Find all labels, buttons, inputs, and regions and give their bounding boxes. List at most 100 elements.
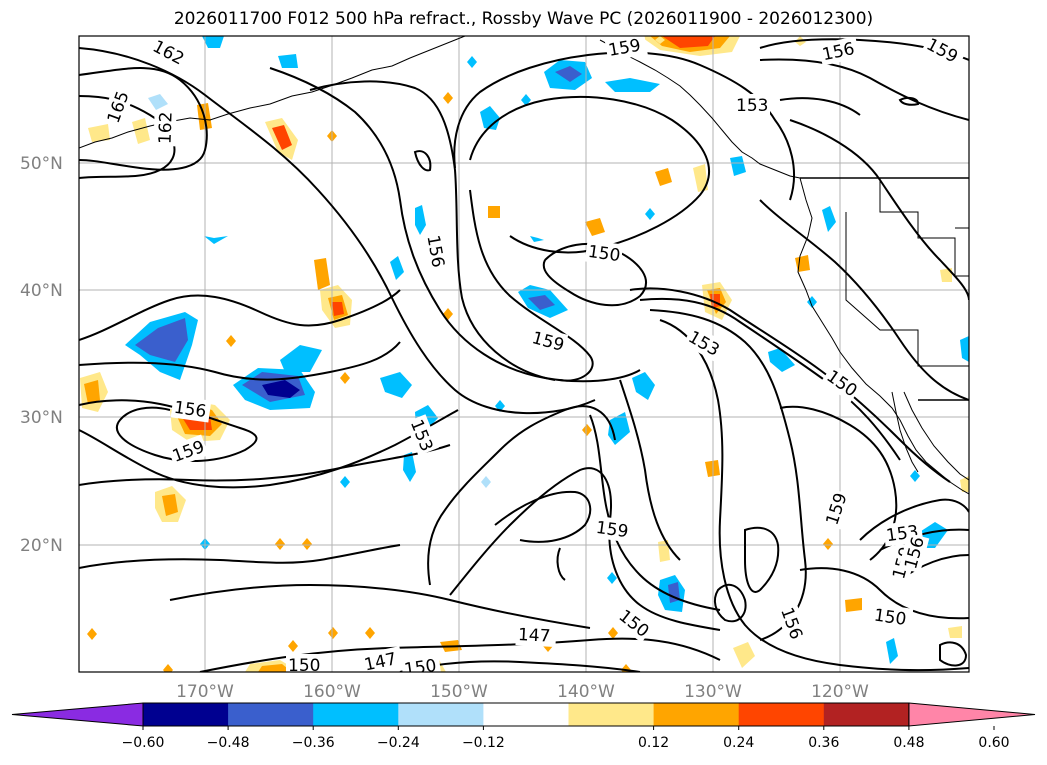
contour-line [619, 379, 681, 561]
positive-patch [328, 627, 338, 639]
lat-label: 50°N [20, 154, 63, 174]
positive-patch [332, 302, 344, 316]
colorbar-swatch [568, 703, 655, 726]
contour-line [309, 80, 556, 381]
negative-patch [521, 94, 531, 106]
lon-label: 160°W [303, 682, 361, 702]
positive-patch [88, 124, 110, 142]
positive-patch [272, 125, 292, 150]
contour-line [713, 583, 747, 623]
coastlines [79, 36, 969, 495]
negative-patch [480, 106, 500, 130]
graticule [79, 36, 969, 672]
colorbar: −0.60 −0.48 −0.36 −0.24 −0.12 0.12 0.24 0.36 0.4… [11, 702, 1036, 751]
inland-border [845, 212, 969, 367]
positive-patch [84, 380, 100, 404]
negative-patch [262, 380, 300, 398]
contour-line [556, 547, 566, 581]
negative-patch [340, 476, 350, 488]
positive-patch [845, 598, 862, 612]
contour-line [759, 58, 969, 121]
lat-label: 20°N [20, 536, 63, 556]
contour-line [79, 289, 401, 341]
colorbar-swatch [483, 703, 569, 726]
positive-patch [226, 335, 236, 347]
positive-patch [655, 168, 672, 186]
contour-line [799, 567, 969, 620]
negative-patch [910, 470, 920, 482]
positive-patch [585, 218, 605, 236]
positive-patch [87, 628, 97, 640]
colorbar-tick-label: 0.24 [723, 735, 754, 751]
contour-line [659, 319, 969, 672]
positive-patch [940, 268, 952, 282]
negative-patch [645, 208, 655, 220]
negative-patch [481, 476, 491, 488]
contour-label: 162 [155, 111, 176, 144]
alaska-coast [79, 36, 466, 149]
contour-line [169, 583, 591, 629]
positive-patch [960, 476, 969, 492]
negative-patch [403, 452, 416, 482]
positive-patch [340, 372, 350, 384]
negative-patch [530, 236, 544, 242]
positive-patch [162, 494, 178, 516]
contour-line [413, 150, 432, 172]
colorbar-swatch [398, 703, 484, 726]
colorbar-extend-high [908, 702, 1036, 727]
lon-label: 150°W [430, 682, 488, 702]
lat-label: 30°N [20, 408, 63, 428]
colorbar-tick-label: 0.12 [638, 735, 669, 751]
negative-patch [390, 256, 404, 280]
contour-label: 150 [587, 242, 622, 266]
baja-coast [891, 391, 919, 473]
contour-label: 150 [873, 606, 908, 630]
negative-patch [960, 336, 969, 362]
contour-line [629, 287, 951, 483]
positive-patch [288, 640, 298, 652]
contour-line [79, 47, 596, 415]
colorbar-extend-low [11, 702, 144, 727]
positive-patch [582, 424, 592, 436]
contour-line [639, 297, 901, 461]
colorbar-tick-label: −0.12 [462, 735, 505, 751]
positive-patch [302, 538, 312, 550]
lon-label: 130°W [684, 682, 742, 702]
negative-patch [415, 205, 426, 235]
baja-coast [903, 391, 969, 481]
contour-line [494, 490, 592, 543]
colorbar-swatch [313, 703, 399, 726]
contour-line [898, 96, 920, 106]
negative-patch [605, 78, 660, 92]
colorbar-swatch [823, 703, 910, 726]
negative-patch [380, 372, 412, 398]
contour-line [649, 309, 807, 641]
contour-line [79, 409, 459, 489]
negative-patch [135, 318, 188, 362]
negative-patch [278, 54, 298, 68]
positive-patch [608, 627, 618, 639]
lon-label: 140°W [557, 682, 615, 702]
negative-patch [202, 36, 224, 48]
positive-patch [488, 206, 500, 218]
positive-patch [662, 36, 715, 48]
positive-patch [733, 642, 755, 668]
colorbar-tick-label: 0.36 [808, 735, 839, 751]
positive-patch [443, 92, 453, 104]
negative-patch [528, 295, 555, 310]
contour-line [744, 526, 780, 593]
contour-line [939, 641, 968, 667]
colorbar-swatch [143, 703, 229, 726]
contour-line [449, 467, 721, 631]
lat-label: 40°N [20, 281, 63, 301]
negative-patch [204, 236, 228, 244]
north-america-coast [797, 177, 969, 495]
contour-label: 153 [736, 96, 768, 116]
contour-line [789, 119, 969, 301]
map-title: 2026011700 F012 500 hPa refract., Rossby… [173, 9, 874, 29]
contour-label: 150 [288, 656, 320, 676]
contour-line [779, 97, 861, 116]
colorbar-frame [142, 702, 910, 727]
map-plot-area: 162 165 162 159 156 153 150 156 159 153 … [79, 36, 969, 676]
contour-line [427, 405, 616, 586]
